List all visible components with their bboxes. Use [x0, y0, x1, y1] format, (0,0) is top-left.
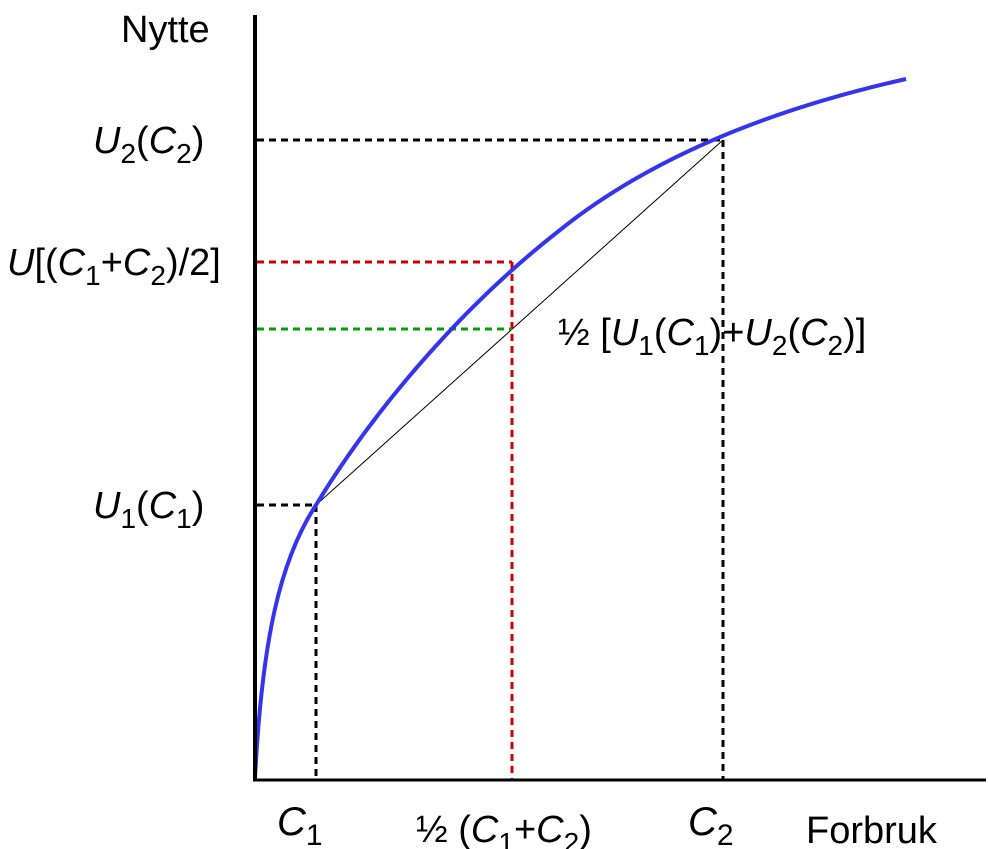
utility-of-mean-label: U[(C1+C2)/2]: [7, 242, 221, 291]
x-axis-title: Forbruk: [806, 810, 938, 849]
expected-utility-label: ½ [U1(C1)+U2(C2)]: [558, 312, 866, 361]
mean-consumption-label: ½ (C1+C2): [416, 809, 592, 849]
utility-curve: [253, 77, 907, 779]
u1-label: U1(C1): [93, 485, 204, 534]
u2-label: U2(C2): [93, 120, 204, 169]
black-guides: [257, 138, 725, 779]
y-axis-title: Nytte: [121, 9, 210, 51]
c2-label: C2: [688, 800, 734, 849]
c1-label: C1: [277, 800, 323, 849]
chord-line: [315, 139, 724, 506]
red-guides: [257, 260, 514, 779]
